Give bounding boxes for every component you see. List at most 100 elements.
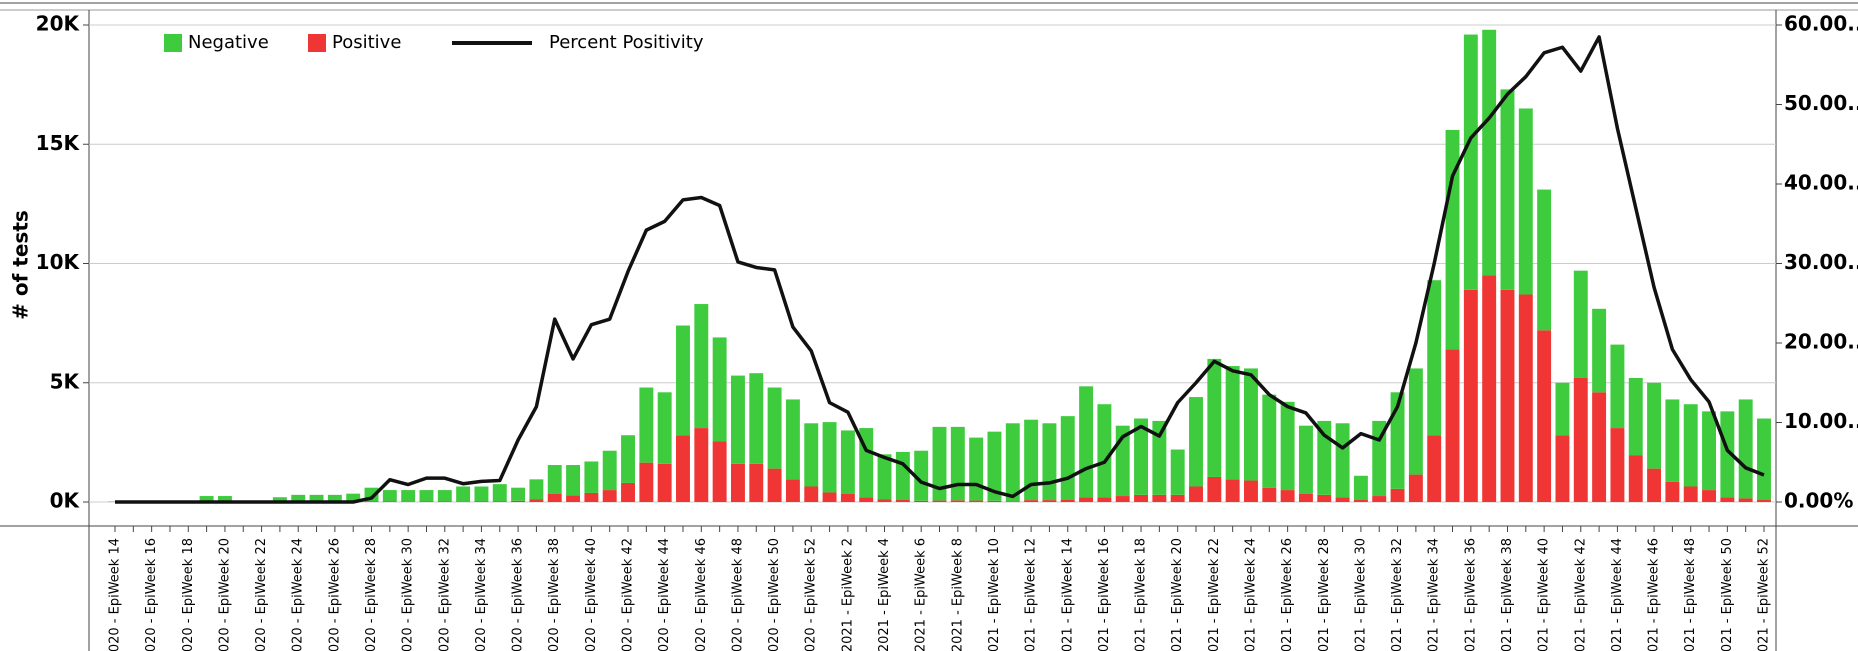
- bar-segment: [1244, 480, 1258, 502]
- bar-segment: [1463, 289, 1478, 502]
- bar-segment: [474, 486, 489, 502]
- x-tick-label: 2021 - EpiWeek 40: [1537, 538, 1552, 651]
- bar-segment: [1262, 487, 1277, 502]
- bar-segment: [1592, 392, 1607, 502]
- bar-segment: [987, 431, 1002, 501]
- bar-segment: [1408, 474, 1423, 502]
- bar-segment: [511, 500, 526, 502]
- bar-segment: [914, 450, 929, 501]
- bar-segment: [1225, 479, 1240, 502]
- bar-segment: [859, 497, 874, 502]
- y2-tick-label: 30.00..: [1784, 250, 1858, 274]
- bar-segment: [932, 500, 947, 502]
- legend-label: Negative: [188, 32, 269, 53]
- bar-segment: [1720, 497, 1735, 502]
- bar-segment: [1335, 423, 1350, 498]
- x-tick-label: 2021 - EpiWeek 6: [914, 538, 929, 651]
- x-tick-label: 2021 - EpiWeek 26: [1280, 538, 1295, 651]
- bar-segment: [749, 373, 764, 464]
- bar-segment: [1555, 435, 1570, 502]
- bar-segment: [1683, 486, 1698, 502]
- y2-tick-label: 50.00..: [1784, 91, 1858, 115]
- bar-segment: [712, 441, 727, 502]
- bar-segment: [1060, 416, 1075, 500]
- bar-segment: [1042, 423, 1057, 501]
- bar-segment: [456, 486, 471, 502]
- bar-segment: [1005, 501, 1020, 502]
- x-tick-label: 2021 - EpiWeek 30: [1353, 538, 1368, 651]
- positivity-line: [115, 35, 1765, 504]
- bar-segment: [401, 490, 416, 502]
- bar-segment: [969, 437, 984, 501]
- bar-segment: [1757, 499, 1771, 502]
- bar-segment: [639, 387, 654, 463]
- x-tick-label: 2021 - EpiWeek 44: [1610, 538, 1625, 651]
- bar-segment: [602, 490, 617, 502]
- bar-segment: [1482, 29, 1497, 276]
- x-tick-label: 2021 - EpiWeek 10: [987, 538, 1002, 651]
- x-tick-label: 2021 - EpiWeek 38: [1500, 538, 1515, 651]
- x-tick-label: 2020 - EpiWeek 14: [108, 538, 123, 651]
- x-tick-label: 2020 - EpiWeek 30: [401, 538, 416, 651]
- bar-segment: [1152, 494, 1167, 502]
- bar-segment: [1720, 411, 1735, 498]
- bar-segment: [749, 463, 764, 502]
- x-tick-label: 2021 - EpiWeek 16: [1097, 538, 1112, 651]
- bar-segment: [1353, 475, 1368, 500]
- bar-segment: [1702, 490, 1716, 502]
- bar-segment: [895, 451, 910, 500]
- bar-segment: [529, 499, 544, 502]
- legend-swatch: [308, 34, 326, 52]
- bar-segment: [1024, 500, 1039, 502]
- x-tick-label: 2020 - EpiWeek 46: [694, 538, 709, 651]
- bar-segment: [950, 426, 965, 501]
- bar-segment: [932, 426, 947, 501]
- legend-label: Percent Positivity: [549, 32, 704, 53]
- bar-segment: [676, 435, 690, 502]
- x-tick-label: 2021 - EpiWeek 28: [1317, 538, 1332, 651]
- bar-segment: [1427, 435, 1442, 502]
- bar-segment: [584, 461, 599, 493]
- bar-segment: [1372, 496, 1387, 502]
- bar-segment: [785, 399, 800, 480]
- bar-segment: [1024, 419, 1039, 501]
- bar-segment: [309, 494, 324, 502]
- x-tick-label: 2020 - EpiWeek 34: [474, 538, 489, 651]
- bar-segment: [1702, 411, 1716, 491]
- bar-segment: [1518, 294, 1533, 502]
- bar-segment: [730, 463, 745, 502]
- bar-segment: [566, 465, 581, 496]
- x-tick-label: 2021 - EpiWeek 20: [1170, 538, 1185, 651]
- bar-segment: [1610, 428, 1625, 502]
- bar-segment: [419, 490, 434, 502]
- x-tick-label: 2021 - EpiWeek 34: [1427, 538, 1442, 651]
- bar-segment: [1298, 425, 1313, 494]
- bar-segment: [602, 450, 617, 491]
- x-tick-label: 2021 - EpiWeek 8: [950, 538, 965, 651]
- bar-segment: [1298, 493, 1313, 502]
- bar-segment: [1005, 423, 1020, 502]
- y-axis-title: # of tests: [9, 210, 33, 320]
- bar-segment: [1207, 476, 1222, 502]
- bar-segment: [1408, 368, 1423, 475]
- x-tick-label: 2021 - EpiWeek 24: [1243, 538, 1258, 651]
- x-tick-label: 2021 - EpiWeek 18: [1134, 538, 1149, 651]
- bar-segment: [1573, 377, 1588, 502]
- bar-segment: [1500, 89, 1515, 290]
- x-tick-label: 2021 - EpiWeek 36: [1463, 538, 1478, 651]
- bar-segment: [694, 304, 709, 429]
- bar-segment: [566, 495, 581, 502]
- bar-segment: [1170, 494, 1185, 502]
- bar-segment: [1225, 366, 1240, 480]
- bar-segment: [804, 423, 819, 487]
- bar-segment: [877, 454, 892, 500]
- y2-tick-label: 60.00..: [1784, 12, 1858, 36]
- bar-segment: [969, 500, 984, 502]
- bar-segment: [1592, 308, 1607, 393]
- bar-segment: [547, 493, 562, 502]
- x-tick-label: 2020 - EpiWeek 32: [437, 538, 452, 651]
- bar-segment: [914, 500, 929, 502]
- x-tick-label: 2021 - EpiWeek 50: [1720, 538, 1735, 651]
- bar-segment: [1445, 349, 1460, 502]
- x-tick-label: 2020 - EpiWeek 18: [181, 538, 196, 651]
